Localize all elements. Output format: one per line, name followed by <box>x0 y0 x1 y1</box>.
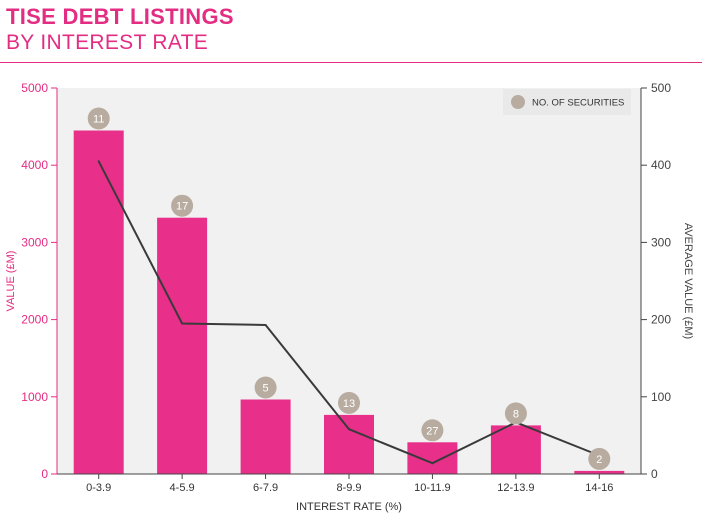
right-axis: 0 100 200 300 400 500 AVERAGE VALUE (£M) <box>640 81 694 481</box>
bar-0-3.9 <box>73 130 124 474</box>
securities-badge <box>87 107 110 130</box>
left-tick-label: 2000 <box>21 313 48 327</box>
right-tick-label: 500 <box>651 81 671 95</box>
average-value-point <box>264 324 267 326</box>
x-axis-title: INTEREST RATE (%) <box>296 501 402 513</box>
chart-title: TISE DEBT LISTINGS <box>6 4 234 29</box>
securities-count-label: 8 <box>513 408 519 420</box>
left-tick-label: 4000 <box>21 158 48 172</box>
left-axis-title: VALUE (£M) <box>5 251 17 312</box>
securities-badge <box>338 391 360 414</box>
x-tick-label: 8-9.9 <box>336 482 361 494</box>
x-tick-label: 0-3.9 <box>86 482 111 494</box>
average-value-point <box>181 322 184 325</box>
bar-12-13.9 <box>490 425 541 474</box>
title-divider <box>0 62 702 63</box>
x-tick-label: 10-11.9 <box>414 482 451 494</box>
left-axis: 0 1000 2000 3000 4000 5000 VALUE (£M) <box>5 81 58 481</box>
right-axis-title: AVERAGE VALUE (£M) <box>682 223 694 339</box>
average-value-point <box>348 428 350 431</box>
left-tick-label: 1000 <box>21 390 48 404</box>
bar-10-11.9 <box>407 442 458 474</box>
x-tick-label: 6-7.9 <box>253 482 278 494</box>
legend: NO. OF SECURITIES <box>503 89 631 115</box>
x-tick-label: 14-16 <box>585 482 613 494</box>
x-axis: 0-3.9 4-5.9 6-7.9 8-9.9 10-11.9 12-13.9 14-16 I… <box>57 473 641 513</box>
right-tick-label: 0 <box>651 467 658 481</box>
right-tick-label: 100 <box>651 390 671 404</box>
x-tick-label: 4-5.9 <box>170 482 195 494</box>
chart-subtitle: BY INTEREST RATE <box>6 31 209 54</box>
bar-4-5.9 <box>157 217 208 474</box>
bar-14-16 <box>574 470 625 474</box>
legend-marker <box>511 95 525 109</box>
securities-badge <box>421 419 444 442</box>
securities-badge <box>171 194 194 217</box>
securities-count-label: 11 <box>93 114 104 126</box>
bar-series <box>73 130 625 474</box>
securities-badge <box>254 376 277 399</box>
securities-count-label: 27 <box>426 425 438 437</box>
bar-6-7.9 <box>240 399 291 474</box>
securities-badge <box>504 402 527 425</box>
right-tick-label: 400 <box>651 158 671 172</box>
left-tick-label: 5000 <box>21 81 48 95</box>
x-tick-label: 12-13.9 <box>497 482 534 494</box>
securities-count-label: 17 <box>176 201 188 213</box>
left-tick-label: 0 <box>41 467 48 481</box>
securities-count-label: 2 <box>596 454 602 466</box>
right-tick-label: 300 <box>651 235 671 249</box>
securities-badges: 11 17 5 13 27 8 2 <box>87 107 611 470</box>
left-tick-label: 3000 <box>21 235 48 249</box>
average-value-point <box>97 160 100 163</box>
securities-badge <box>588 447 611 470</box>
securities-count-label: 5 <box>263 383 269 395</box>
right-tick-label: 200 <box>651 313 671 327</box>
average-value-point <box>431 462 434 465</box>
securities-count-label: 13 <box>343 398 355 410</box>
bar-8-9.9 <box>324 414 374 474</box>
legend-label: NO. OF SECURITIES <box>532 98 624 109</box>
